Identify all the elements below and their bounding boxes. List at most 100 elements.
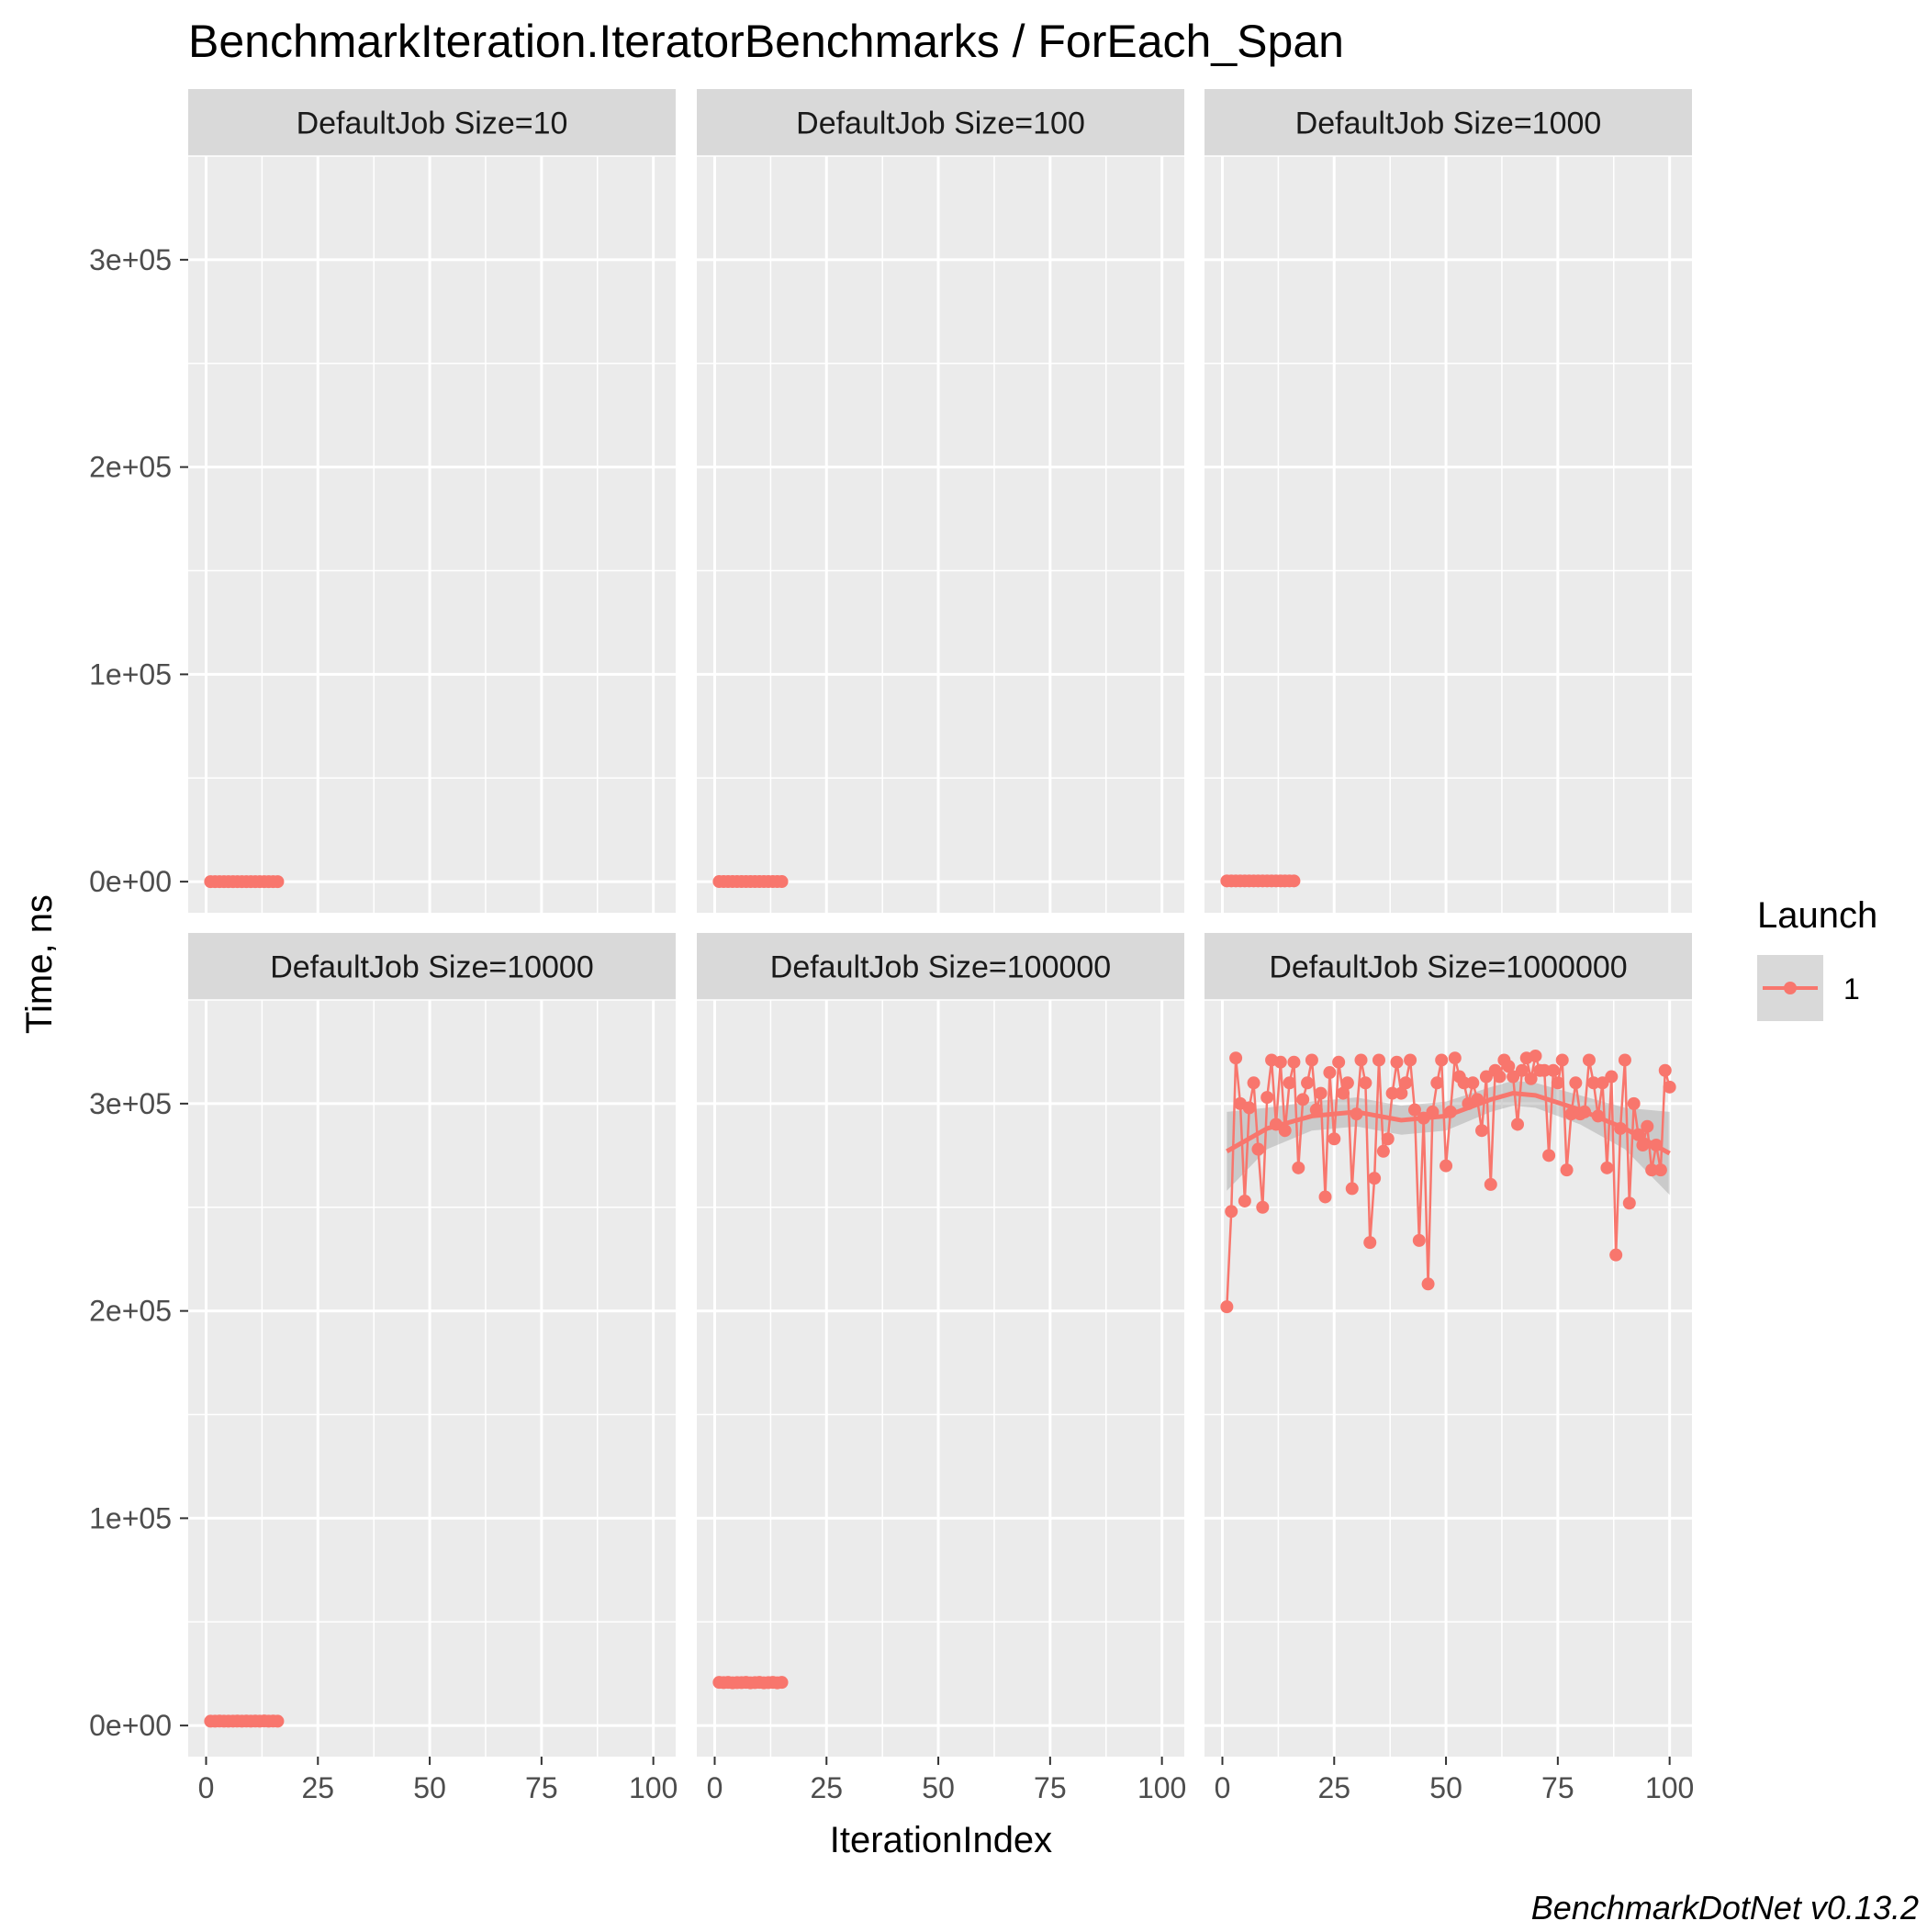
data-point [1319, 1190, 1332, 1203]
data-point [1248, 1076, 1260, 1089]
data-point [1511, 1118, 1524, 1130]
y-tick-label: 2e+05 [89, 1295, 172, 1328]
y-tick-label: 2e+05 [89, 451, 172, 484]
data-point [1399, 1076, 1412, 1089]
data-point [1368, 1172, 1381, 1185]
data-point [1377, 1145, 1390, 1158]
y-tick-label: 1e+05 [89, 1501, 172, 1534]
data-point [1592, 1109, 1605, 1122]
data-point [1220, 1300, 1233, 1313]
data-point [1350, 1107, 1363, 1120]
data-point [1529, 1050, 1541, 1062]
chart-title: BenchmarkIteration.IteratorBenchmarks / … [188, 16, 1344, 67]
facet-panel: DefaultJob Size=100000 [697, 933, 1184, 1757]
data-point [1471, 1093, 1484, 1106]
data-point [1449, 1051, 1462, 1064]
data-point [1466, 1076, 1479, 1089]
data-point [1404, 1053, 1417, 1066]
data-point [1359, 1076, 1372, 1089]
data-point [1287, 874, 1300, 887]
x-tick-label: 100 [1137, 1771, 1186, 1804]
data-point [776, 1676, 789, 1689]
data-point [1283, 1076, 1296, 1089]
x-tick-label: 50 [413, 1771, 446, 1804]
data-point [1650, 1139, 1663, 1151]
data-point [1310, 1104, 1323, 1117]
data-point [1274, 1056, 1287, 1069]
x-tick-label: 25 [301, 1771, 334, 1804]
facet-panels: DefaultJob Size=10 DefaultJob Size=100 Def… [188, 89, 1692, 1757]
data-point [1287, 1056, 1300, 1069]
legend: Launch 1 [1757, 895, 1877, 1021]
y-tick-label: 0e+00 [89, 1709, 172, 1742]
data-point [1256, 1201, 1269, 1214]
y-tick-label: 3e+05 [89, 1087, 172, 1120]
data-point [1664, 1081, 1676, 1094]
facet-strip-label: DefaultJob Size=100000 [770, 950, 1111, 985]
data-point [1430, 1076, 1443, 1089]
y-tick-label: 0e+00 [89, 865, 172, 898]
data-point [1426, 1106, 1439, 1118]
x-tick-label: 100 [629, 1771, 678, 1804]
facet-panel: DefaultJob Size=100 [697, 89, 1184, 913]
x-tick-label: 25 [1317, 1771, 1350, 1804]
data-point [1363, 1236, 1376, 1249]
data-point [1444, 1106, 1457, 1118]
data-point [1305, 1053, 1318, 1066]
data-point [1552, 1076, 1564, 1089]
facet-strip-label: DefaultJob Size=10 [297, 107, 568, 141]
x-tick-label: 100 [1645, 1771, 1694, 1804]
data-point [271, 1714, 284, 1727]
data-point [1578, 1106, 1591, 1118]
x-tick-label: 0 [198, 1771, 215, 1804]
data-point [1542, 1149, 1555, 1162]
data-point [1636, 1139, 1649, 1151]
data-point [1623, 1196, 1636, 1209]
data-point [1315, 1087, 1328, 1100]
data-point [1332, 1056, 1345, 1069]
facet-strip-label: DefaultJob Size=1000 [1295, 107, 1602, 141]
data-point [1422, 1277, 1435, 1290]
data-point [1346, 1182, 1359, 1195]
data-point [1225, 1205, 1238, 1218]
data-point [1628, 1097, 1641, 1110]
legend-title: Launch [1757, 895, 1877, 936]
data-point [1659, 1064, 1672, 1077]
data-point [1390, 1056, 1403, 1069]
data-point [1251, 1143, 1264, 1156]
x-tick-label: 50 [922, 1771, 955, 1804]
facet-strip-label: DefaultJob Size=100 [796, 107, 1085, 141]
facet-panel: DefaultJob Size=10 [188, 89, 676, 913]
data-point [271, 875, 284, 888]
data-point [1229, 1051, 1242, 1064]
legend-key-point [1784, 982, 1797, 994]
y-tick-label: 1e+05 [89, 657, 172, 691]
data-point [1475, 1124, 1488, 1137]
x-tick-label: 75 [1034, 1771, 1067, 1804]
x-tick-label: 75 [525, 1771, 558, 1804]
data-point [1556, 1053, 1569, 1066]
data-point [1569, 1076, 1582, 1089]
data-point [1243, 1101, 1256, 1114]
x-tick-label: 0 [707, 1771, 723, 1804]
data-point [1583, 1053, 1596, 1066]
data-point [1435, 1053, 1448, 1066]
data-point [1619, 1053, 1631, 1066]
data-point [1547, 1064, 1560, 1077]
data-point [1238, 1195, 1251, 1208]
data-point [1292, 1162, 1305, 1174]
facet-panel: DefaultJob Size=1000 [1204, 89, 1692, 913]
x-tick-label: 75 [1541, 1771, 1574, 1804]
data-point [1614, 1122, 1627, 1135]
x-tick-label: 25 [810, 1771, 843, 1804]
data-point [1654, 1163, 1667, 1176]
data-point [1605, 1071, 1618, 1084]
data-point [1279, 1124, 1292, 1137]
data-point [1600, 1162, 1613, 1174]
data-point [1260, 1091, 1273, 1104]
data-point [1301, 1076, 1314, 1089]
data-point [1561, 1163, 1574, 1176]
chart-caption: BenchmarkDotNet v0.13.2 [1531, 1889, 1919, 1926]
